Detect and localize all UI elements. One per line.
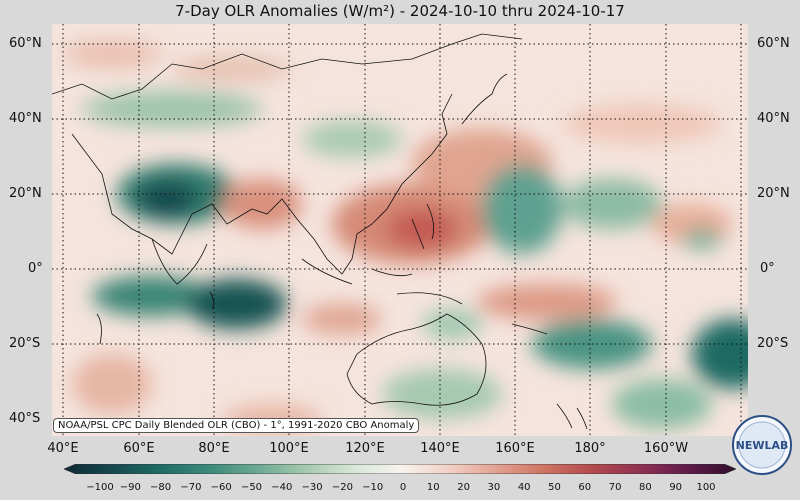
colorbar-tick-label: −70 [180, 482, 202, 493]
map-canvas [52, 24, 748, 436]
colorbar-tick-label: −90 [119, 482, 141, 493]
colorbar-tick-label: 40 [517, 482, 531, 493]
colorbar-tick-label: −10 [362, 482, 384, 493]
lon-label: 160°W [643, 441, 689, 456]
colorbar-tick-label: 10 [426, 482, 440, 493]
lab-logo: NEWLAB [732, 415, 792, 475]
colorbar-tick-label: −20 [331, 482, 353, 493]
colorbar-tick-label: −100 [86, 482, 114, 493]
lat-label-right: 60°N [757, 36, 790, 51]
colorbar-tick-label: 80 [639, 482, 652, 493]
lat-label-right: 0° [760, 261, 775, 276]
lat-label-left: 40°N [9, 111, 42, 126]
colorbar-tick-label: −30 [301, 482, 323, 493]
lon-label: 100°E [269, 441, 309, 456]
lat-label-left: 20°N [9, 186, 42, 201]
lat-label-right: 40°N [757, 111, 790, 126]
lon-label: 140°E [420, 441, 460, 456]
colorbar-tick-label: 60 [578, 482, 592, 493]
lat-label-right: 20°N [757, 186, 790, 201]
olr-anomaly-map [52, 24, 748, 436]
lat-label-left: 40°S [9, 411, 41, 426]
lon-label: 60°E [123, 441, 155, 456]
lon-label: 120°E [345, 441, 385, 456]
colorbar-tick-label: −60 [210, 482, 232, 493]
data-credit-label: NOAA/PSL CPC Daily Blended OLR (CBO) - 1… [53, 418, 420, 433]
colorbar-tick-label: 0 [399, 482, 407, 493]
lon-label: 180° [574, 441, 606, 456]
colorbar-tick-label: 20 [457, 482, 470, 493]
colorbar-tick-label: 70 [608, 482, 622, 493]
colorbar-tick-label: 50 [548, 482, 561, 493]
colorbar-tick-label: 30 [487, 482, 501, 493]
lat-label-right: 20°S [757, 336, 789, 351]
anomaly-field [62, 40, 748, 434]
map-title: 7-Day OLR Anomalies (W/m²) - 2024-10-10 … [175, 2, 625, 20]
lat-label-left: 20°S [9, 336, 41, 351]
lon-label: 160°E [495, 441, 535, 456]
logo-text: NEWLAB [736, 439, 789, 452]
coastlines [52, 33, 588, 430]
colorbar [64, 464, 736, 474]
colorbar-tick-label: −40 [271, 482, 293, 493]
colorbar-tick-label: 100 [696, 482, 716, 493]
colorbar-tick-label: 90 [669, 482, 683, 493]
graticule [52, 24, 748, 436]
colorbar-tick-label: −50 [240, 482, 263, 493]
colorbar-tick-label: −80 [150, 482, 172, 493]
lat-label-left: 0° [28, 261, 43, 276]
lat-label-left: 60°N [9, 36, 42, 51]
lon-label: 80°E [198, 441, 230, 456]
lon-label: 40°E [47, 441, 79, 456]
